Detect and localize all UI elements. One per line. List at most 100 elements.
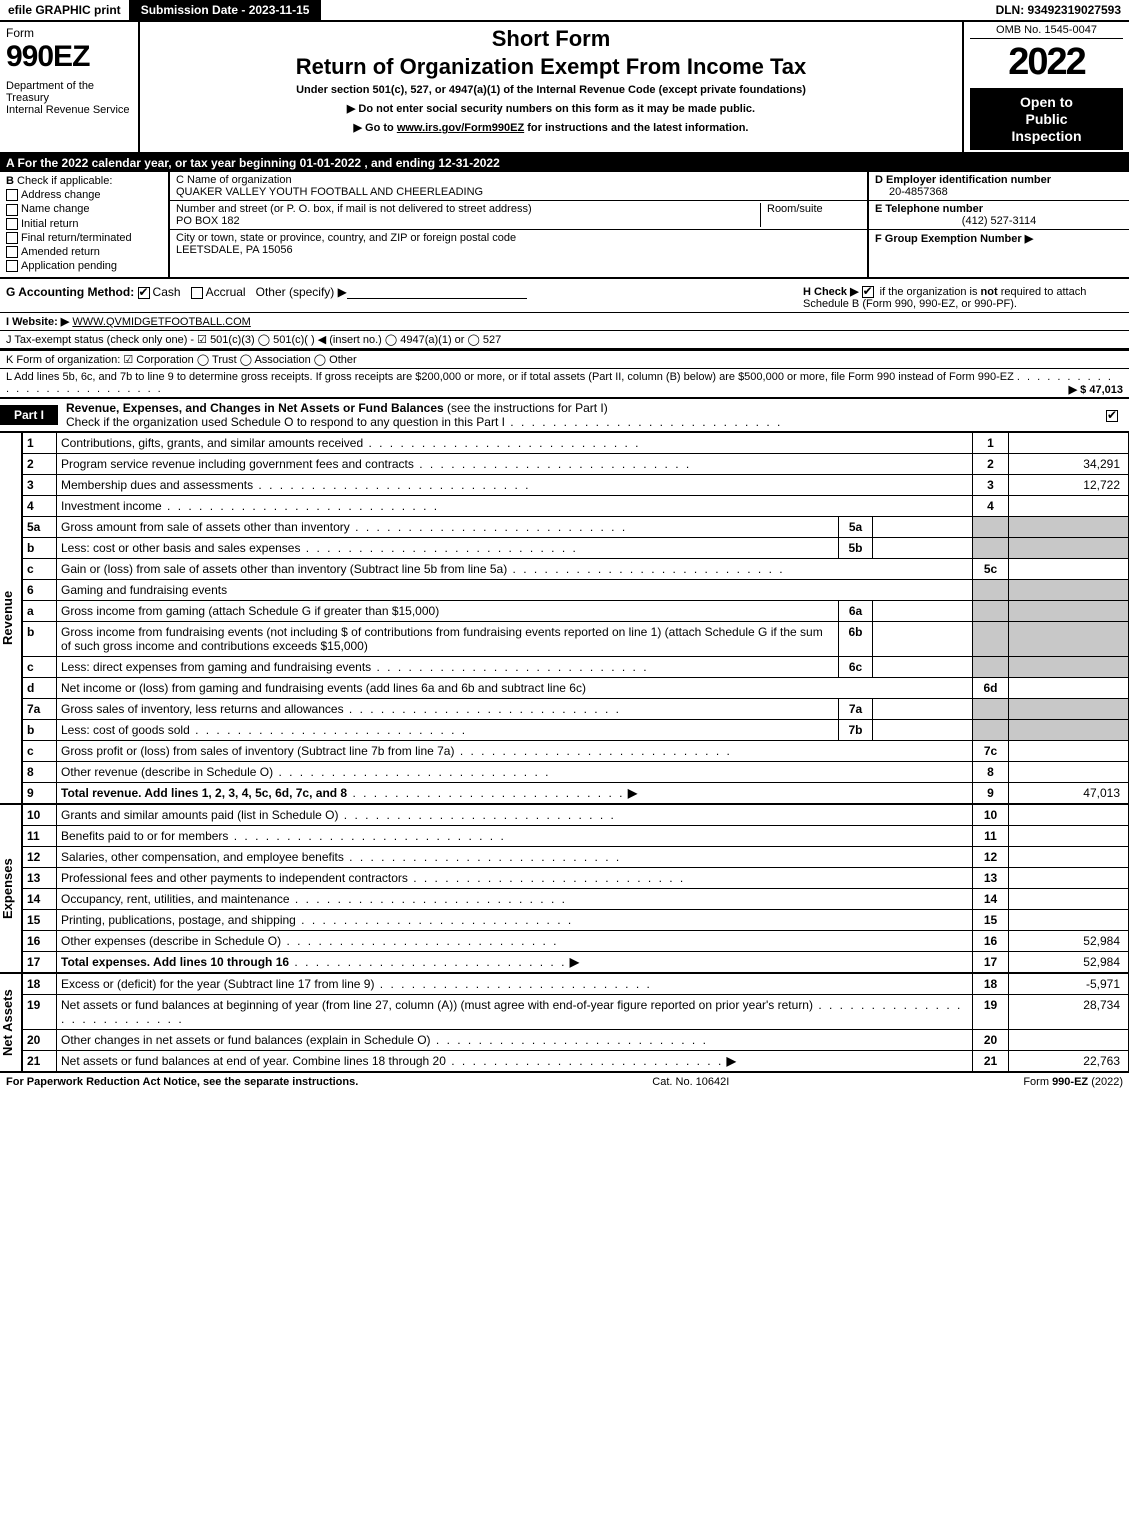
l5b-greybox (973, 538, 1009, 559)
l-amount: ▶ $ 47,013 (1069, 383, 1123, 396)
opt-address-change: Address change (21, 189, 101, 201)
chk-schedule-o[interactable] (1106, 410, 1118, 422)
l12-amt (1009, 847, 1129, 868)
l1-box: 1 (973, 433, 1009, 454)
chk-name-change[interactable]: Name change (6, 203, 162, 215)
l7a-d: Gross sales of inventory, less returns a… (61, 702, 344, 716)
chk-address-change[interactable]: Address change (6, 189, 162, 201)
l2-box: 2 (973, 454, 1009, 475)
website-val[interactable]: WWW.QVMIDGETFOOTBALL.COM (72, 316, 250, 328)
line-16: 16Other expenses (describe in Schedule O… (23, 931, 1129, 952)
l5a-d: Gross amount from sale of assets other t… (61, 520, 350, 534)
l7b-n: b (23, 720, 57, 741)
header-left: Form 990EZ Department of the Treasury In… (0, 22, 140, 152)
l21-d: Net assets or fund balances at end of ye… (61, 1054, 446, 1068)
l4-box: 4 (973, 496, 1009, 517)
l21-arrow (723, 1054, 736, 1068)
l18-amt: -5,971 (1009, 974, 1129, 995)
open-line2: Public (974, 111, 1119, 128)
line-a: A For the 2022 calendar year, or tax yea… (0, 154, 1129, 172)
l5b-greyamt (1009, 538, 1129, 559)
l10-box: 10 (973, 805, 1009, 826)
l20-dots (431, 1033, 708, 1047)
c-name-block: C Name of organization QUAKER VALLEY YOU… (170, 172, 867, 201)
l13-n: 13 (23, 868, 57, 889)
l2-d: Program service revenue including govern… (61, 457, 414, 471)
footer-right-b: 990-EZ (1052, 1076, 1088, 1088)
chk-application-pending[interactable]: Application pending (6, 260, 162, 272)
goto-line: ▶ Go to www.irs.gov/Form990EZ for instru… (148, 121, 954, 134)
l14-n: 14 (23, 889, 57, 910)
chk-amended-return[interactable]: Amended return (6, 246, 162, 258)
l2-amt: 34,291 (1009, 454, 1129, 475)
chk-cash[interactable] (138, 287, 150, 299)
l19-d: Net assets or fund balances at beginning… (61, 998, 813, 1012)
l7b-sub: 7b (839, 720, 873, 741)
l15-amt (1009, 910, 1129, 931)
l7c-box: 7c (973, 741, 1009, 762)
chk-final-return[interactable]: Final return/terminated (6, 232, 162, 244)
l12-d: Salaries, other compensation, and employ… (61, 850, 344, 864)
l7a-sub: 7a (839, 699, 873, 720)
l8-amt (1009, 762, 1129, 783)
l11-n: 11 (23, 826, 57, 847)
l1-dots (363, 436, 640, 450)
l5b-sub: 5b (839, 538, 873, 559)
part1-title: Revenue, Expenses, and Changes in Net As… (66, 401, 444, 415)
h-mid: if the organization is (880, 286, 981, 298)
l6b-greyamt (1009, 622, 1129, 657)
l17-d: Total expenses. Add lines 10 through 16 (61, 955, 289, 969)
irs-link[interactable]: www.irs.gov/Form990EZ (397, 122, 524, 134)
l18-d: Excess or (deficit) for the year (Subtra… (61, 977, 374, 991)
l2-n: 2 (23, 454, 57, 475)
line-5b: bLess: cost or other basis and sales exp… (23, 538, 1129, 559)
l6-greybox (973, 580, 1009, 601)
open-line1: Open to (974, 94, 1119, 111)
l16-amt: 52,984 (1009, 931, 1129, 952)
l18-n: 18 (23, 974, 57, 995)
l5c-amt (1009, 559, 1129, 580)
l5c-dots (507, 562, 784, 576)
city-hdr: City or town, state or province, country… (176, 232, 861, 244)
chk-h[interactable] (862, 286, 874, 298)
chk-initial-return[interactable]: Initial return (6, 218, 162, 230)
l5a-dots (350, 520, 627, 534)
l5b-val (873, 538, 973, 559)
l6c-greybox (973, 657, 1009, 678)
l19-box: 19 (973, 995, 1009, 1030)
open-line3: Inspection (974, 128, 1119, 145)
l6c-sub: 6c (839, 657, 873, 678)
l9-arrow (624, 786, 637, 800)
l7b-d: Less: cost of goods sold (61, 723, 190, 737)
l7a-n: 7a (23, 699, 57, 720)
expenses-block: Expenses 10Grants and similar amounts pa… (0, 804, 1129, 973)
line-21: 21 Net assets or fund balances at end of … (23, 1051, 1129, 1072)
l14-box: 14 (973, 889, 1009, 910)
l18-box: 18 (973, 974, 1009, 995)
form-title: Return of Organization Exempt From Incom… (148, 54, 954, 80)
opt-name-change: Name change (21, 203, 90, 215)
g-other-line[interactable] (347, 287, 527, 299)
l7c-amt (1009, 741, 1129, 762)
ssn-warning: ▶ Do not enter social security numbers o… (148, 102, 954, 115)
l7b-dots (190, 723, 467, 737)
l10-amt (1009, 805, 1129, 826)
l11-dots (228, 829, 505, 843)
l19-n: 19 (23, 995, 57, 1030)
l13-d: Professional fees and other payments to … (61, 871, 408, 885)
part1-title-wrap: Revenue, Expenses, and Changes in Net As… (58, 399, 1106, 431)
footer-right: Form 990-EZ (2022) (1023, 1076, 1123, 1088)
part1-tab: Part I (0, 405, 58, 425)
chk-accrual[interactable] (191, 287, 203, 299)
l13-dots (408, 871, 685, 885)
ein-val: 20-4857368 (875, 186, 1123, 198)
d-hdr: D Employer identification number (875, 174, 1123, 186)
l3-amt: 12,722 (1009, 475, 1129, 496)
l14-dots (290, 892, 567, 906)
g-accrual: Accrual (206, 285, 246, 299)
l8-n: 8 (23, 762, 57, 783)
l21-box: 21 (973, 1051, 1009, 1072)
l6c-dots (371, 660, 648, 674)
subtitle: Under section 501(c), 527, or 4947(a)(1)… (148, 84, 954, 96)
line-6d: dNet income or (loss) from gaming and fu… (23, 678, 1129, 699)
